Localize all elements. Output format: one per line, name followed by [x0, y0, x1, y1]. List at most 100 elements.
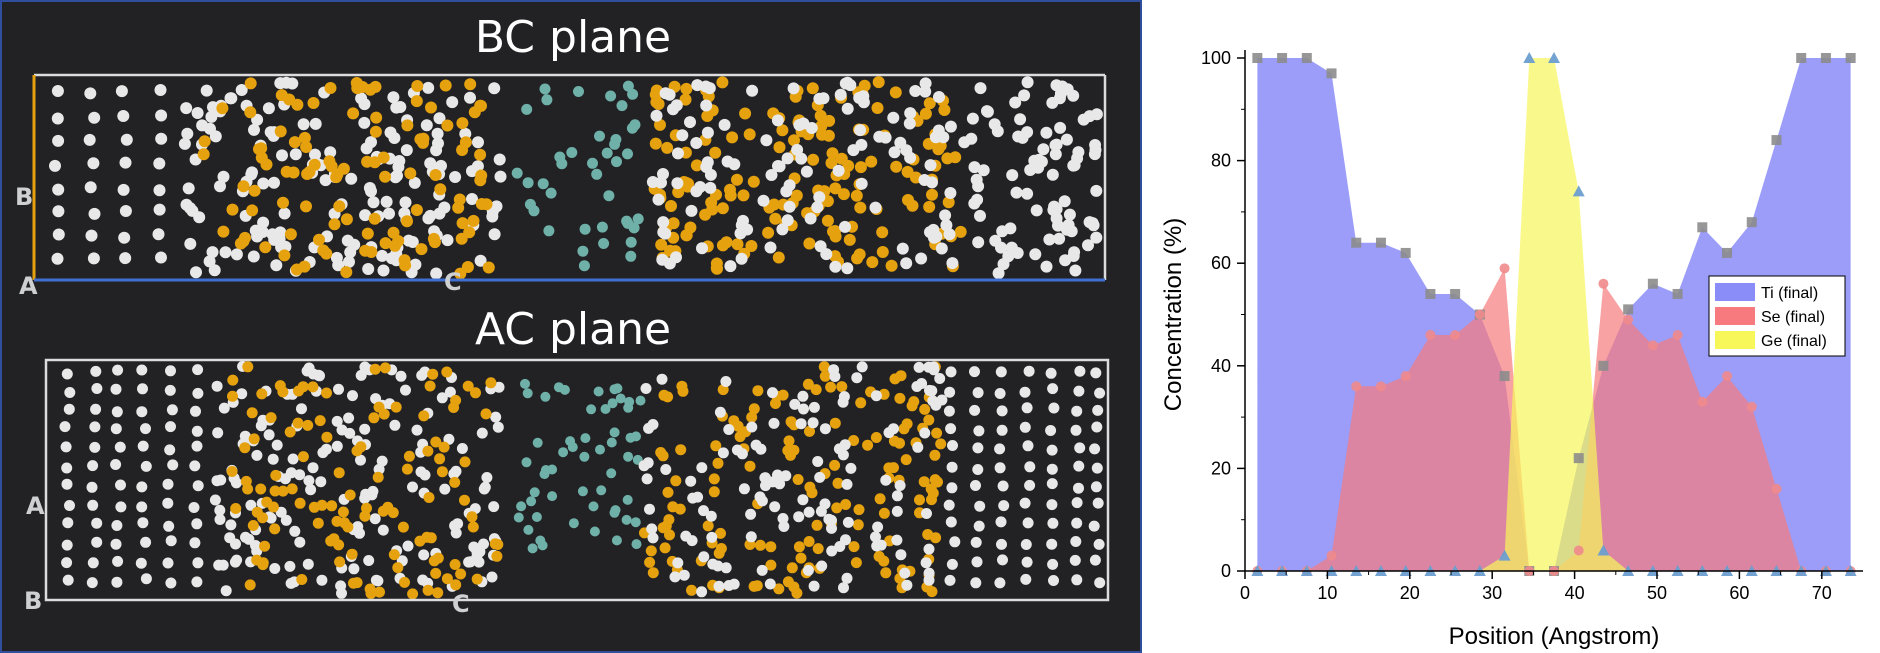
atom	[297, 451, 309, 463]
atom	[243, 533, 255, 545]
atom	[900, 454, 912, 466]
atom	[354, 527, 365, 539]
atom	[1046, 499, 1058, 511]
atom	[657, 168, 669, 180]
atom	[715, 527, 726, 539]
atom	[115, 479, 126, 491]
atom	[792, 474, 804, 485]
atom	[226, 203, 239, 216]
atom	[251, 545, 263, 557]
atom	[669, 571, 681, 583]
atom	[545, 187, 557, 199]
atom	[919, 77, 932, 90]
atom	[403, 450, 415, 462]
atom	[454, 267, 467, 280]
atom	[86, 577, 98, 589]
atom	[1005, 241, 1018, 254]
atom	[464, 91, 476, 104]
atom	[829, 459, 841, 471]
atom	[621, 215, 633, 227]
atom	[365, 246, 378, 258]
atom	[915, 252, 928, 265]
atom	[647, 532, 659, 544]
atom	[438, 441, 450, 453]
atom	[808, 401, 820, 413]
atom	[645, 545, 657, 557]
atom	[467, 214, 480, 227]
atom	[401, 215, 413, 228]
atom	[825, 157, 838, 169]
atom	[923, 414, 935, 426]
legend-swatch	[1715, 283, 1755, 301]
atom	[744, 460, 756, 472]
atom	[522, 177, 534, 189]
atom	[829, 260, 842, 273]
atom	[153, 203, 166, 216]
atom	[191, 107, 204, 119]
data-point	[1548, 52, 1560, 63]
data-point	[1672, 288, 1683, 299]
atom	[818, 361, 830, 373]
atom	[788, 134, 800, 147]
atom	[596, 221, 608, 233]
data-point	[1771, 483, 1782, 494]
atom	[921, 508, 932, 519]
atom	[684, 221, 697, 234]
atom	[1048, 402, 1060, 414]
atom	[363, 555, 375, 566]
atom	[624, 396, 635, 407]
atom	[723, 424, 735, 435]
atom	[456, 217, 469, 230]
atom	[588, 501, 599, 512]
atom	[321, 387, 332, 399]
atom	[319, 174, 332, 187]
atom	[840, 499, 852, 510]
atom	[257, 177, 270, 190]
atom	[492, 539, 504, 550]
atom	[887, 111, 900, 124]
atom	[652, 98, 665, 110]
atom	[731, 238, 744, 251]
atom	[717, 447, 729, 459]
atom	[226, 466, 238, 477]
atom	[929, 449, 941, 461]
atom	[309, 117, 322, 130]
atom	[365, 185, 377, 198]
atom	[787, 82, 800, 95]
atom	[481, 472, 493, 483]
atom	[383, 207, 395, 220]
atom	[211, 475, 223, 487]
atom	[181, 127, 194, 140]
atom	[268, 233, 281, 246]
atom	[829, 371, 841, 382]
atom	[314, 415, 326, 427]
atom	[659, 227, 672, 240]
atom	[832, 477, 844, 489]
atom	[526, 496, 537, 507]
atom	[209, 494, 221, 506]
atom	[811, 519, 823, 531]
atom	[838, 582, 849, 594]
atom	[367, 196, 380, 209]
atom	[969, 366, 980, 378]
atom	[294, 497, 306, 509]
atom	[337, 506, 349, 518]
atom	[377, 151, 390, 164]
atom	[654, 118, 666, 131]
atom	[991, 125, 1004, 138]
atom	[203, 255, 216, 268]
atom	[302, 558, 314, 570]
atom	[280, 76, 293, 89]
atom	[84, 181, 97, 194]
atom	[878, 507, 890, 519]
atom	[724, 260, 737, 273]
atom	[320, 247, 333, 260]
atom	[934, 373, 946, 384]
atom	[625, 432, 636, 443]
atom	[607, 398, 618, 409]
atom	[270, 259, 283, 272]
atom	[923, 200, 936, 213]
atom	[492, 421, 504, 433]
atom	[486, 571, 498, 583]
atom	[307, 97, 320, 109]
